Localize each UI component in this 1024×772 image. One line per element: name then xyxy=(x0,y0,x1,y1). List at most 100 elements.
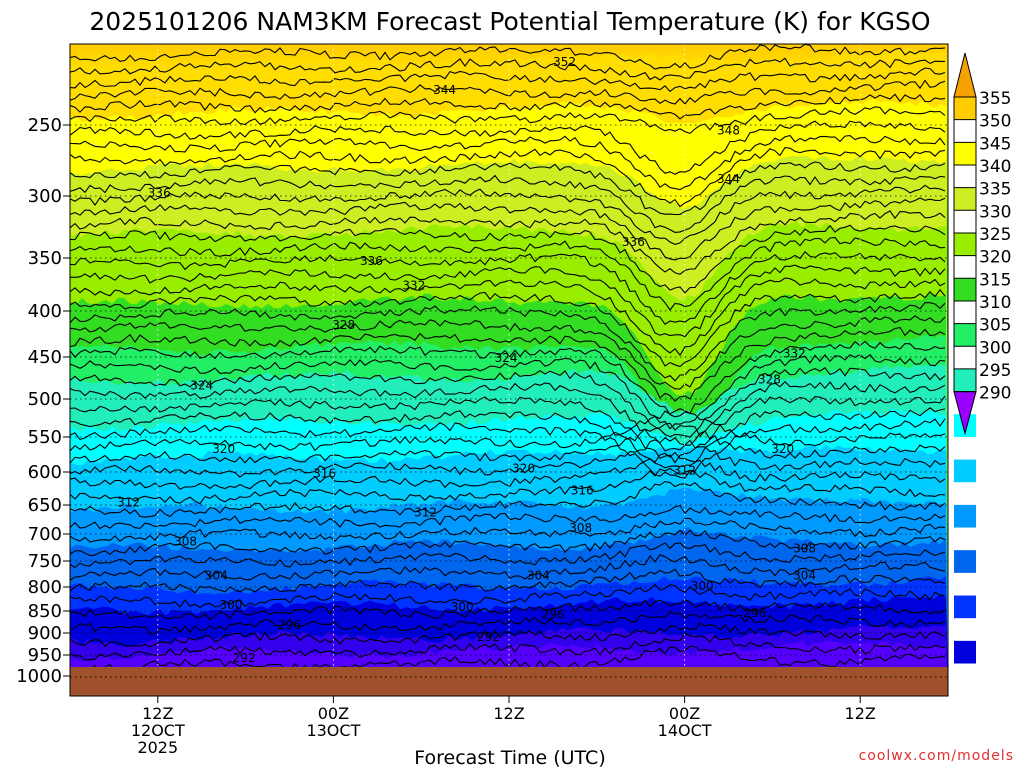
contour-line xyxy=(70,44,946,70)
credit-text: coolwx.com/models xyxy=(859,748,1014,764)
plot-area xyxy=(70,44,948,667)
contour-label: 328 xyxy=(332,318,355,332)
colorbar-swatch xyxy=(954,550,976,573)
contour-line xyxy=(70,380,946,452)
contour-line xyxy=(70,353,946,430)
y-tick-label: 950 xyxy=(28,645,62,666)
contour-label: 296 xyxy=(278,618,301,632)
y-tick-label: 300 xyxy=(28,186,62,207)
colorbar-label: 305 xyxy=(979,316,1011,336)
contour-line xyxy=(70,418,946,479)
colorbar-swatch xyxy=(954,504,976,528)
colorbar-label: 290 xyxy=(979,384,1011,404)
y-tick-label: 750 xyxy=(28,551,62,572)
colorbar-swatch xyxy=(954,323,976,347)
contour-line xyxy=(70,505,946,530)
colorbar-swatch xyxy=(954,459,976,483)
contour-label: 292 xyxy=(477,630,500,644)
x-axis-label: Forecast Time (UTC) xyxy=(414,747,605,768)
contour-line xyxy=(70,632,946,661)
x-tick-label: 12OCT xyxy=(131,721,185,740)
x-tick-label: 12Z xyxy=(142,704,173,723)
contour-label: 308 xyxy=(174,535,197,549)
contour-line xyxy=(70,197,946,261)
colorbar-label: 345 xyxy=(979,134,1011,154)
contour-label: 324 xyxy=(495,351,518,365)
colorbar-swatch xyxy=(954,142,976,165)
contour-label: 300 xyxy=(451,600,474,614)
contour-line xyxy=(70,120,946,175)
colorbar-swatch xyxy=(954,232,976,256)
colorbar-label: 350 xyxy=(979,112,1011,132)
x-tick-label: 12Z xyxy=(493,704,524,723)
contour-line xyxy=(70,517,946,543)
contour-label: 312 xyxy=(673,464,696,478)
contour-line xyxy=(70,134,946,191)
contour-line xyxy=(70,210,946,275)
contour-line xyxy=(70,174,946,233)
contour-line xyxy=(70,250,946,326)
contour-line xyxy=(70,315,946,390)
colorbar-label: 330 xyxy=(979,202,1011,222)
contour-line xyxy=(70,568,946,594)
contour-label: 312 xyxy=(117,495,140,509)
contour-line xyxy=(70,93,946,120)
colorbar-top-arrow xyxy=(953,52,977,98)
contour-line xyxy=(70,542,946,569)
contour-line xyxy=(70,408,946,452)
contour-line xyxy=(70,161,946,216)
contour-label: 300 xyxy=(220,598,243,612)
colorbar-label: 340 xyxy=(979,157,1011,177)
colorbar-swatch xyxy=(954,278,976,301)
contour-label: 336 xyxy=(148,186,171,200)
contour-line xyxy=(70,611,946,635)
x-tick-label: 12Z xyxy=(845,704,876,723)
contour-label: 308 xyxy=(569,521,592,535)
contour-label: 320 xyxy=(212,442,235,456)
x-tick-label: 00Z xyxy=(318,704,349,723)
colorbar-label: 315 xyxy=(979,270,1011,290)
contour-label: 296 xyxy=(541,608,564,622)
contour-line xyxy=(70,79,946,105)
contour-line xyxy=(70,529,946,557)
x-tick-label: 14OCT xyxy=(658,721,712,740)
colorbar-label: 310 xyxy=(979,293,1011,313)
contour-line xyxy=(70,367,946,438)
y-tick-label: 600 xyxy=(28,462,62,483)
contour-label: 352 xyxy=(553,55,576,69)
contour-line xyxy=(70,451,946,490)
x-tick-label: 00Z xyxy=(669,704,700,723)
y-tick-label: 500 xyxy=(28,389,62,410)
gridlines xyxy=(70,44,948,667)
colorbar-label: 355 xyxy=(979,89,1011,109)
contour-line xyxy=(70,583,946,609)
contour-line xyxy=(70,67,946,93)
contour-line xyxy=(70,236,946,311)
colorbar-label: 335 xyxy=(979,180,1011,200)
contour-label: 304 xyxy=(793,569,816,583)
contour-label: 320 xyxy=(771,442,794,456)
contour-label: 292 xyxy=(233,651,256,665)
contour-line xyxy=(70,288,946,368)
y-tick-label: 550 xyxy=(28,427,62,448)
ground-surface xyxy=(70,667,948,696)
x-tick-label: 13OCT xyxy=(306,721,360,740)
chart-title: 2025101206 NAM3KM Forecast Potential Tem… xyxy=(89,7,930,36)
contour-label: 304 xyxy=(527,569,550,583)
contour-line xyxy=(70,106,946,135)
contour-label: 316 xyxy=(313,466,336,480)
y-tick-label: 350 xyxy=(28,248,62,269)
contour-line xyxy=(70,184,946,245)
contour-line xyxy=(70,407,946,469)
colorbar-swatch xyxy=(954,368,976,392)
x-tick-label: 2025 xyxy=(137,738,178,757)
contour-label: 332 xyxy=(783,346,806,360)
contour-lines xyxy=(70,44,946,667)
y-tick-label: 400 xyxy=(28,301,62,322)
contour-line xyxy=(70,277,946,357)
contour-line xyxy=(70,481,946,518)
contour-label: 336 xyxy=(360,254,383,268)
